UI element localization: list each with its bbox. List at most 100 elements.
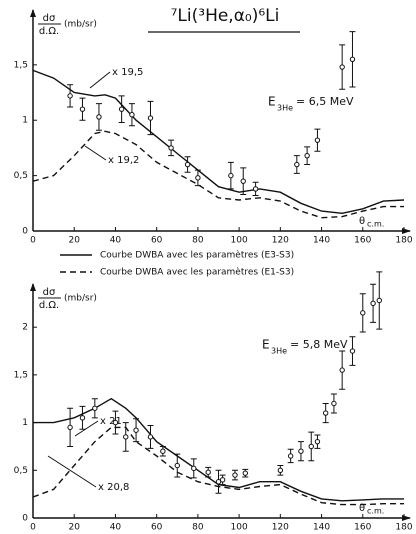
x-tick-label: 160: [354, 523, 371, 533]
x-tick-label: 100: [231, 236, 248, 246]
y-label-numerator: dσ: [43, 13, 56, 24]
energy-symbol: E: [262, 338, 270, 352]
legend-label: Courbe DWBA avec les paramètres (E1-S3): [100, 267, 294, 278]
data-point: [205, 469, 211, 475]
curve: [32, 426, 404, 506]
x-tick-label: 80: [192, 236, 204, 246]
x-label-subscript: c.m.: [367, 507, 384, 516]
x-axis-arrow: [402, 515, 411, 521]
data-point: [174, 462, 180, 469]
y-tick-label: 1: [22, 116, 28, 126]
data-point: [123, 434, 129, 440]
annotation: x 19,2: [108, 155, 139, 166]
y-tick-label: 0: [22, 514, 28, 524]
x-tick-label: 60: [151, 523, 163, 533]
y-label-unit: (mb/sr): [64, 294, 97, 304]
data-point: [160, 448, 166, 454]
y-tick-label: 2: [22, 323, 28, 333]
data-point: [184, 161, 191, 168]
energy-symbol: E: [268, 95, 276, 109]
x-tick-label: 20: [68, 523, 80, 533]
data-point: [195, 175, 201, 181]
annotation-pointer: [84, 145, 107, 161]
data-point: [79, 415, 86, 421]
x-tick-label: 180: [395, 236, 412, 246]
data-point: [314, 137, 321, 143]
curve: [32, 69, 405, 215]
chart-title: ⁷Li(³He,α₀)⁶Li: [171, 6, 280, 26]
x-axis-arrow: [402, 228, 411, 234]
data-point: [79, 106, 86, 112]
y-label-denominator: d.Ω.: [39, 300, 59, 311]
data-point: [314, 438, 321, 445]
y-axis-arrow: [30, 9, 36, 17]
energy-text: = 6,5 MeV: [296, 95, 354, 108]
data-point: [228, 172, 234, 179]
data-point: [67, 424, 73, 431]
annotation-pointer: [47, 455, 97, 488]
annotation: x 19,5: [112, 67, 143, 78]
data-point: [242, 470, 248, 476]
x-tick-label: 160: [354, 236, 371, 246]
x-tick-label: 40: [110, 236, 122, 246]
x-label-subscript: c.m.: [367, 220, 384, 229]
y-tick-label: 0,5: [14, 466, 28, 476]
x-tick-label: 40: [110, 523, 122, 533]
curve: [32, 130, 404, 219]
annotation: x 20,8: [98, 482, 129, 493]
data-point: [322, 410, 329, 416]
annotation-pointer: [89, 71, 111, 89]
energy-subscript: 3He: [277, 104, 293, 113]
annotation-pointer: [74, 420, 99, 437]
data-point: [96, 114, 102, 120]
data-point: [168, 145, 174, 151]
y-label-numerator: dσ: [43, 287, 56, 298]
x-tick-label: 140: [313, 236, 330, 246]
data-point: [219, 477, 226, 483]
data-point: [304, 152, 310, 159]
x-tick-label: 120: [272, 236, 289, 246]
x-tick-label: 0: [30, 523, 36, 533]
y-tick-label: 1,5: [14, 370, 28, 380]
data-point: [370, 300, 376, 307]
data-point: [339, 64, 345, 70]
data-point: [232, 472, 238, 478]
data-point: [129, 111, 135, 118]
data-point: [112, 419, 119, 426]
y-label-denominator: d.Ω.: [39, 26, 59, 37]
data-point: [118, 106, 125, 112]
energy-subscript: 3He: [271, 347, 287, 356]
data-point: [339, 367, 345, 373]
data-point: [298, 448, 304, 454]
x-tick-label: 0: [30, 236, 36, 246]
data-point: [133, 427, 139, 433]
y-axis-arrow: [30, 283, 36, 291]
y-tick-label: 1,5: [14, 60, 28, 70]
x-tick-label: 140: [313, 523, 330, 533]
data-point: [360, 310, 366, 316]
data-point: [308, 443, 314, 450]
x-tick-label: 180: [395, 523, 412, 533]
x-label-symbol: θ: [359, 503, 365, 514]
x-tick-label: 100: [231, 523, 248, 533]
data-point: [349, 348, 356, 354]
x-tick-label: 20: [68, 236, 80, 246]
data-point: [240, 178, 246, 184]
data-point: [277, 467, 284, 473]
energy-text: = 5,8 MeV: [290, 338, 348, 351]
x-tick-label: 80: [192, 523, 204, 533]
legend-label: Courbe DWBA avec les paramètres (E3-S3): [100, 250, 294, 261]
data-point: [67, 93, 73, 99]
data-point: [147, 115, 154, 121]
data-point: [147, 434, 154, 440]
x-tick-label: 60: [151, 236, 163, 246]
data-point: [215, 479, 222, 485]
data-point: [331, 400, 337, 407]
data-point: [349, 56, 356, 63]
data-point: [252, 186, 259, 192]
y-tick-label: 0: [22, 227, 28, 237]
y-tick-label: 0,5: [14, 171, 28, 181]
y-tick-label: 1: [22, 418, 28, 428]
x-label-symbol: θ: [359, 216, 365, 227]
